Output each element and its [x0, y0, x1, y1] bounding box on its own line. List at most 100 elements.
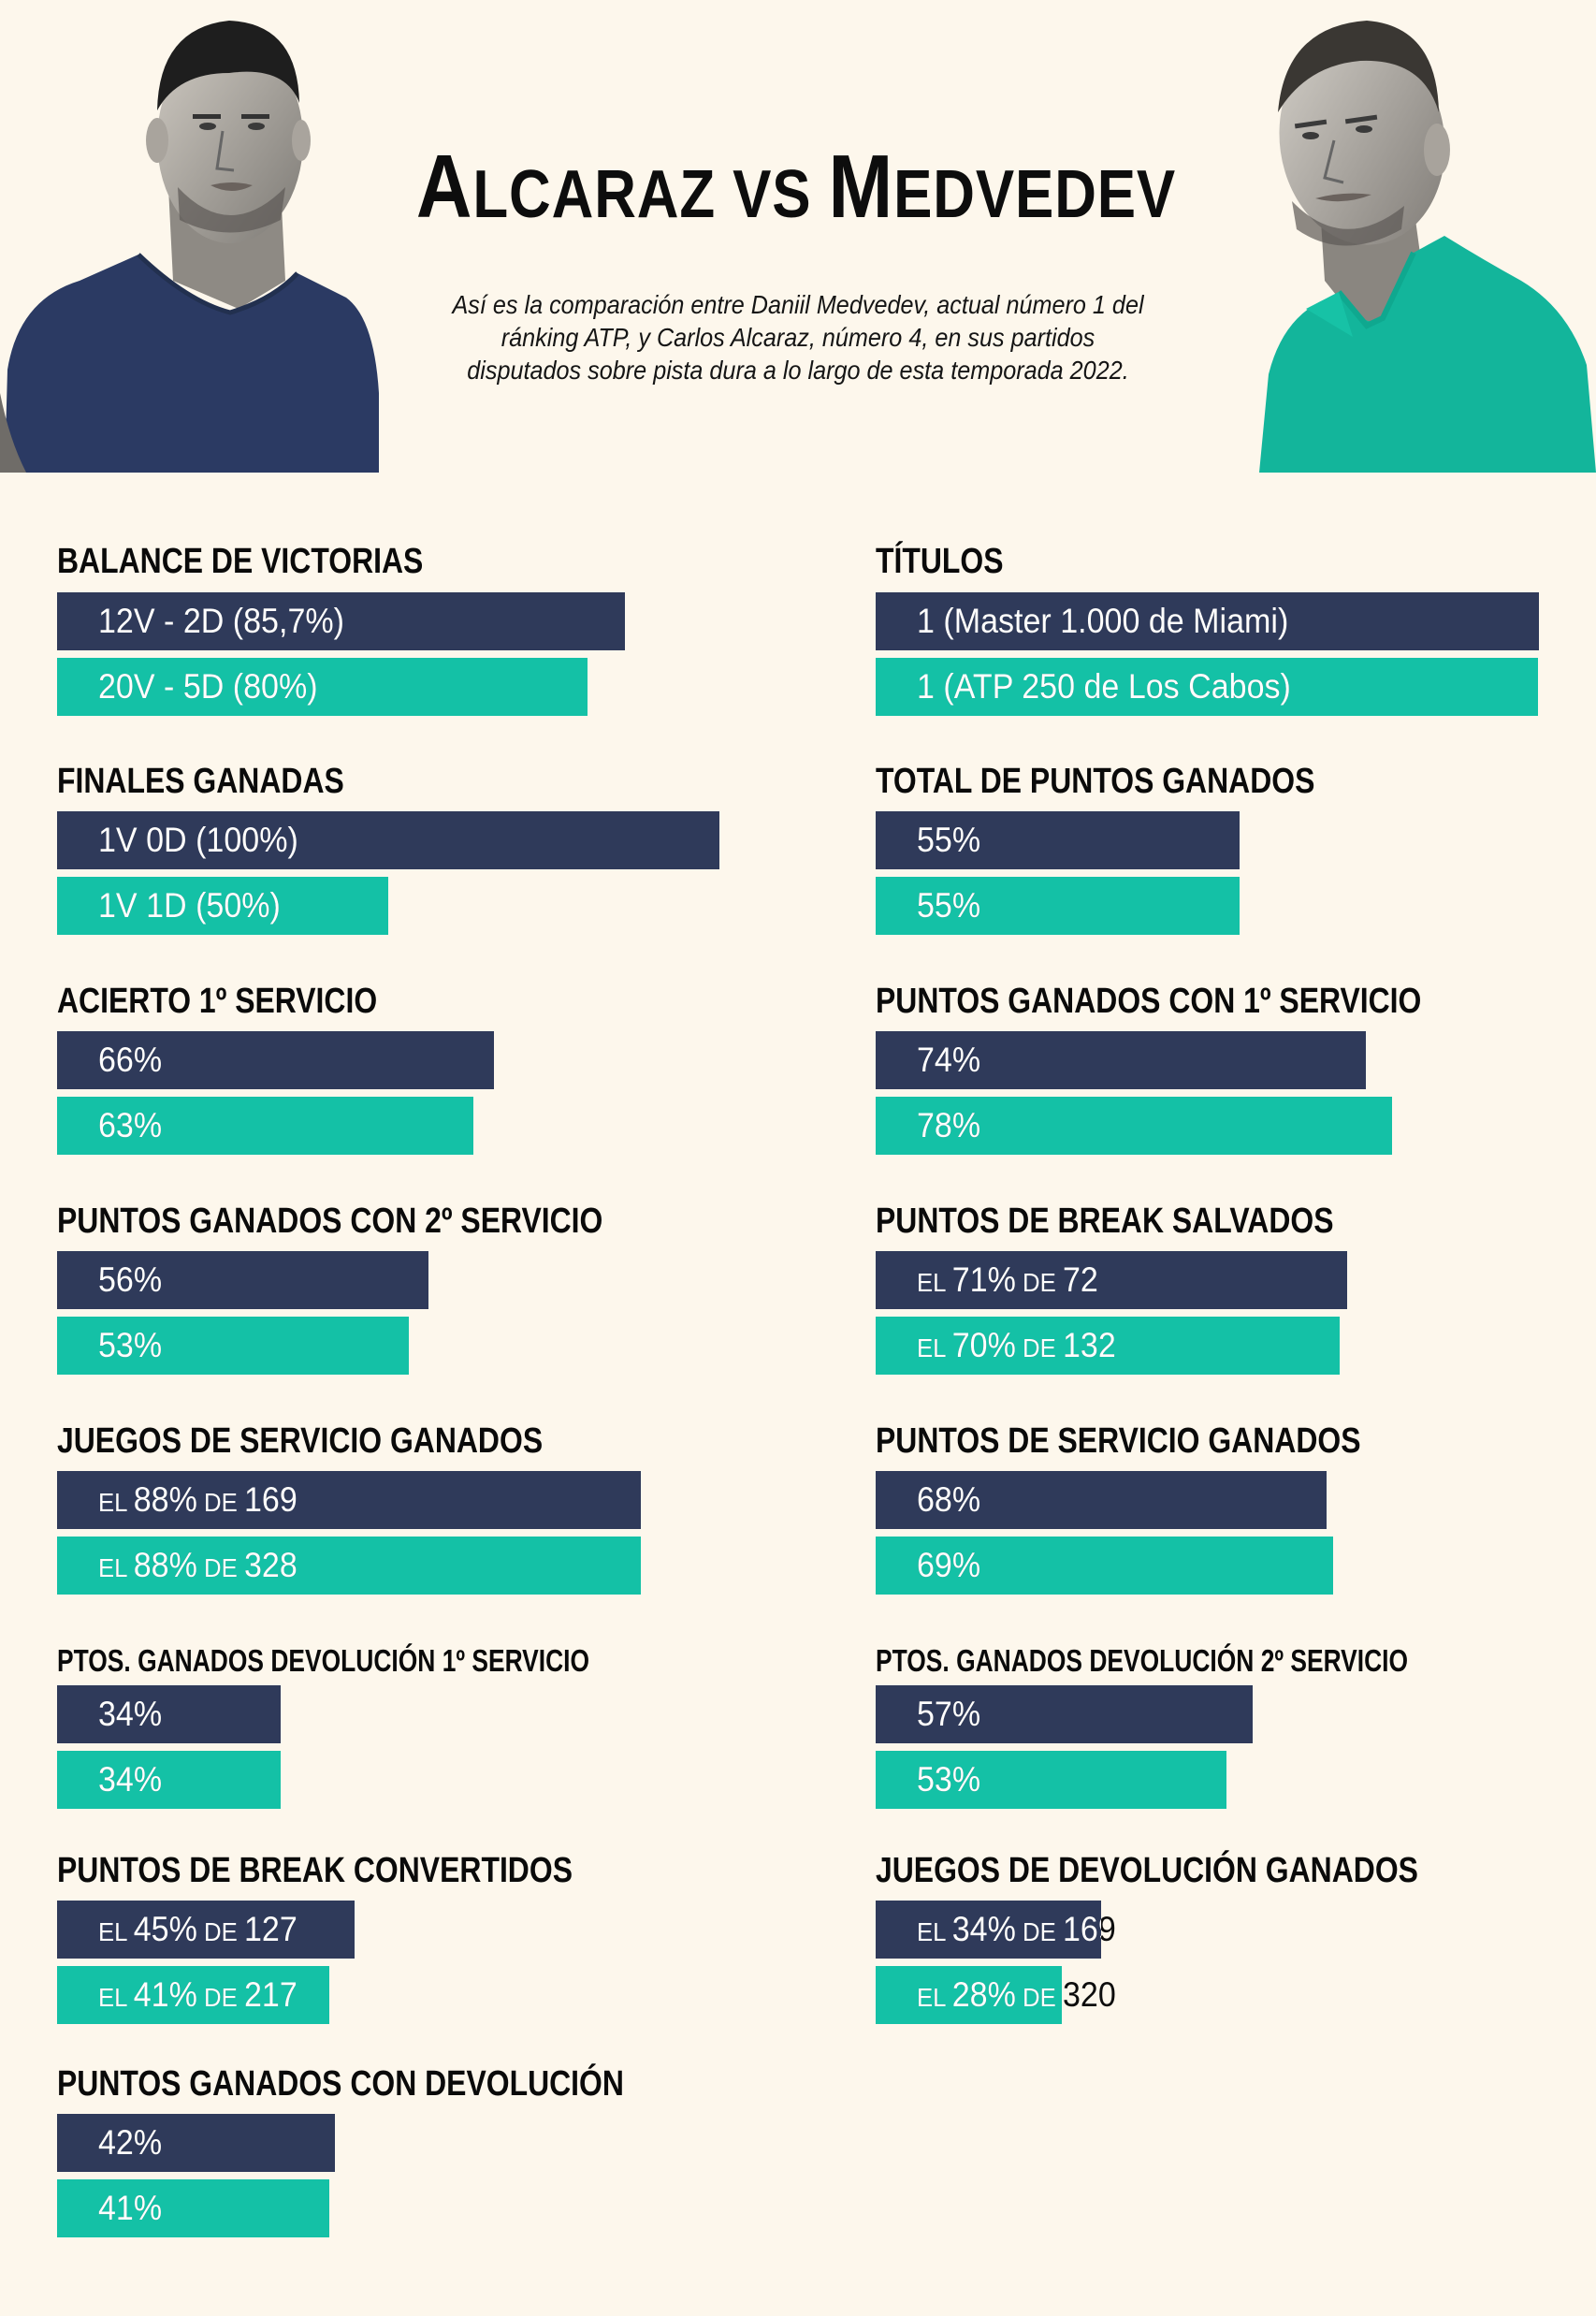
title-m: M: [828, 137, 894, 237]
stat-title: ACIERTO 1º SERVICIO: [57, 982, 378, 1021]
value-number: 78%: [917, 1106, 981, 1144]
bar-value-clip: 53%: [57, 1317, 409, 1375]
bar-value: EL 88% DE 169: [98, 1471, 297, 1529]
bar-value-outside: 53%: [98, 1317, 162, 1375]
page-title: ALCARAZ VS MEDVEDEV: [406, 140, 1186, 241]
bar-fill: [57, 1031, 494, 1089]
bar-fill: [876, 1251, 1347, 1309]
bar-value: EL 34% DE 169: [917, 1901, 1101, 1959]
bar-value: EL 45% DE 127: [98, 1901, 297, 1959]
bar-value-clip: 1V 0D (100%): [57, 811, 719, 869]
value-smallcaps: EL: [917, 1268, 952, 1297]
value-smallcaps: EL: [98, 1983, 134, 2012]
value-smallcaps: DE: [196, 1488, 244, 1517]
value-number: 88%: [133, 1546, 197, 1584]
value-number: 68%: [917, 1480, 981, 1519]
value-number: 34%: [98, 1695, 163, 1733]
value-number: 34%: [951, 1910, 1016, 1948]
value-number: 55%: [917, 821, 981, 859]
bar-fill: [57, 1901, 355, 1959]
value-number: 66%: [98, 1041, 163, 1079]
value-number: 69%: [917, 1546, 981, 1584]
value-smallcaps: DE: [1015, 1268, 1063, 1297]
value-smallcaps: EL: [98, 1983, 134, 2012]
stat-title: PUNTOS DE BREAK SALVADOS: [876, 1202, 1334, 1241]
bar-value-clip: 34%: [57, 1685, 281, 1743]
bar-value-clip: EL 70% DE 132: [876, 1317, 1340, 1375]
bar-value: 53%: [98, 1317, 162, 1375]
value-number: 12V - 2D (85,7%): [98, 602, 344, 640]
value-smallcaps: EL: [98, 1917, 134, 1946]
bar-value-outside: 1 (Master 1.000 de Miami): [917, 592, 1288, 650]
bar-value-clip: 1V 1D (50%): [57, 877, 388, 935]
bar-value-clip: 66%: [57, 1031, 494, 1089]
value-smallcaps: DE: [1015, 1917, 1063, 1946]
value-number: 57%: [917, 1695, 981, 1733]
value-number: 328: [243, 1546, 297, 1584]
value-smallcaps: EL: [98, 1917, 134, 1946]
subtitle-line: disputados sobre pista dura a lo largo d…: [467, 356, 1129, 385]
bar-fill: [57, 877, 388, 935]
bar-value-outside: 74%: [917, 1031, 980, 1089]
value-number: 57%: [917, 1695, 981, 1733]
value-number: 63%: [98, 1106, 163, 1144]
value-smallcaps: DE: [196, 1553, 244, 1582]
value-number: 20V - 5D (80%): [98, 667, 318, 706]
value-number: 53%: [98, 1326, 163, 1364]
value-number: 88%: [133, 1480, 197, 1519]
value-number: 127: [243, 1910, 297, 1948]
bar-fill: [57, 1097, 473, 1155]
bar-value: 41%: [98, 2179, 162, 2237]
title-a: A: [415, 137, 473, 237]
bar-fill: [876, 1901, 1101, 1959]
bar-value-outside: 55%: [917, 877, 980, 935]
bar-fill: [57, 1471, 641, 1529]
value-number: 34%: [98, 1695, 163, 1733]
stat-title: TÍTULOS: [876, 542, 1004, 581]
value-number: 1 (Master 1.000 de Miami): [917, 602, 1289, 640]
value-number: 42%: [98, 2123, 163, 2162]
value-number: 20V - 5D (80%): [98, 667, 318, 706]
value-number: 1V 0D (100%): [98, 821, 298, 859]
bar-value: EL 28% DE 320: [917, 1966, 1062, 2024]
value-number: 56%: [98, 1260, 163, 1299]
bar-value: EL 88% DE 328: [98, 1537, 297, 1595]
bar-value: 12V - 2D (85,7%): [98, 592, 344, 650]
bar-value-outside: EL 28% DE 320: [917, 1966, 1116, 2024]
value-number: 68%: [917, 1480, 981, 1519]
value-smallcaps: DE: [1015, 1917, 1063, 1946]
value-number: 34%: [98, 1760, 163, 1799]
bar-value-outside: EL 41% DE 217: [98, 1966, 297, 2024]
value-smallcaps: DE: [196, 1983, 244, 2012]
bar-value: 78%: [917, 1097, 980, 1155]
bar-value-clip: 55%: [876, 877, 1240, 935]
value-number: 28%: [951, 1975, 1016, 2014]
value-number: 55%: [917, 886, 981, 925]
bar-value-clip: 1 (ATP 250 de Los Cabos): [876, 658, 1538, 716]
value-number: 320: [1062, 1975, 1116, 2014]
bar-value: 1 (ATP 250 de Los Cabos): [917, 658, 1291, 716]
value-smallcaps: EL: [98, 1553, 134, 1582]
value-number: 1V 1D (50%): [98, 886, 281, 925]
bar-value: 1 (Master 1.000 de Miami): [917, 592, 1288, 650]
value-smallcaps: EL: [917, 1268, 952, 1297]
stat-title: FINALES GANADAS: [57, 762, 344, 801]
bar-value-outside: 34%: [98, 1685, 162, 1743]
bar-value-outside: 56%: [98, 1251, 162, 1309]
bar-value-clip: 78%: [876, 1097, 1392, 1155]
value-smallcaps: DE: [1015, 1268, 1063, 1297]
value-smallcaps: DE: [196, 1917, 244, 1946]
stat-title: TOTAL DE PUNTOS GANADOS: [876, 762, 1315, 801]
bar-value-clip: EL 34% DE 169: [876, 1901, 1101, 1959]
value-smallcaps: EL: [917, 1917, 952, 1946]
value-number: 45%: [133, 1910, 197, 1948]
bar-value-clip: EL 45% DE 127: [57, 1901, 355, 1959]
bar-value-outside: 1V 0D (100%): [98, 811, 298, 869]
value-number: 169: [1062, 1910, 1116, 1948]
title-lcaraz: LCARAZ: [472, 157, 733, 232]
value-number: 1 (Master 1.000 de Miami): [917, 602, 1289, 640]
bar-value-clip: 42%: [57, 2114, 335, 2172]
bar-value-outside: 1V 1D (50%): [98, 877, 281, 935]
value-number: 55%: [917, 886, 981, 925]
bar-value-clip: 57%: [876, 1685, 1253, 1743]
